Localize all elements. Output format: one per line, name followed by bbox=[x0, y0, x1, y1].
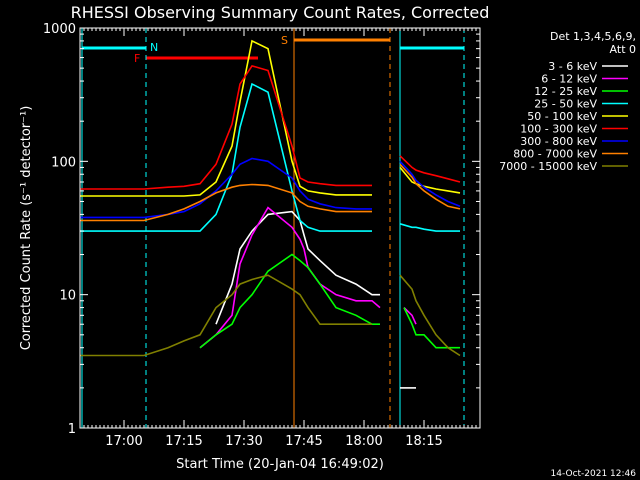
series-line-3-seg-1 bbox=[399, 223, 460, 232]
series-line-3-seg-0 bbox=[80, 82, 372, 232]
legend-label-1: 6 - 12 keV bbox=[541, 73, 597, 86]
y-tick-label: 10 bbox=[59, 289, 76, 304]
y-axis-label: Corrected Count Rate (s⁻¹ detector⁻¹) bbox=[19, 106, 34, 351]
series-line-8-seg-0 bbox=[80, 274, 372, 357]
y-tick-label: 1000 bbox=[43, 22, 76, 37]
legend-label-8: 7000 - 15000 keV bbox=[499, 160, 597, 173]
series-line-7-seg-0 bbox=[80, 183, 372, 222]
series-line-5-seg-1 bbox=[399, 155, 461, 183]
x-tick-label: 17:00 bbox=[105, 434, 142, 449]
y-tick-label: 1 bbox=[68, 422, 76, 437]
legend-header-line2: Att 0 bbox=[610, 43, 636, 56]
series-line-2-seg-0 bbox=[199, 253, 380, 349]
series-line-7-seg-1 bbox=[399, 163, 461, 210]
legend-label-3: 25 - 50 keV bbox=[534, 98, 597, 111]
annotation-n: N bbox=[150, 41, 158, 54]
x-tick-label: 17:15 bbox=[165, 434, 202, 449]
series-line-8-seg-1 bbox=[399, 274, 461, 357]
x-tick-label: 18:15 bbox=[405, 434, 442, 449]
chart-title: RHESSI Observing Summary Count Rates, Co… bbox=[71, 3, 490, 22]
series-line-1-seg-1 bbox=[403, 307, 417, 325]
annotation-f: F bbox=[134, 52, 140, 65]
legend-header-line1: Det 1,3,4,5,6,9, bbox=[550, 30, 636, 43]
vertical-markers bbox=[81, 28, 465, 428]
series-line-0-seg-1 bbox=[215, 210, 380, 325]
x-tick-label: 18:00 bbox=[345, 434, 382, 449]
legend-label-7: 800 - 7000 keV bbox=[513, 148, 597, 161]
y-tick-label: 100 bbox=[51, 155, 76, 170]
legend-label-0: 3 - 6 keV bbox=[548, 60, 597, 73]
x-tick-label: 17:45 bbox=[285, 434, 322, 449]
footer-timestamp: 14-Oct-2021 12:46 bbox=[551, 469, 637, 479]
x-axis-label: Start Time (20-Jan-04 16:49:02) bbox=[176, 457, 384, 472]
series-line-6-seg-1 bbox=[399, 160, 461, 208]
legend-label-2: 12 - 25 keV bbox=[534, 85, 597, 98]
annotation-s: S bbox=[281, 34, 288, 47]
series-line-4-seg-0 bbox=[80, 39, 372, 197]
legend-label-4: 50 - 100 keV bbox=[527, 110, 597, 123]
legend-label-5: 100 - 300 keV bbox=[520, 123, 597, 136]
axes: 17:00 17:15 17:30 17:45 18:00 18:15 1000 100 10 1 bbox=[43, 22, 481, 449]
legend-label-6: 300 - 800 keV bbox=[520, 135, 597, 148]
series-line-5-seg-0 bbox=[80, 64, 372, 190]
series-line-1-seg-0 bbox=[199, 206, 381, 349]
x-tick-label: 17:30 bbox=[225, 434, 262, 449]
series-layer bbox=[80, 39, 461, 389]
state-bars bbox=[82, 38, 464, 60]
